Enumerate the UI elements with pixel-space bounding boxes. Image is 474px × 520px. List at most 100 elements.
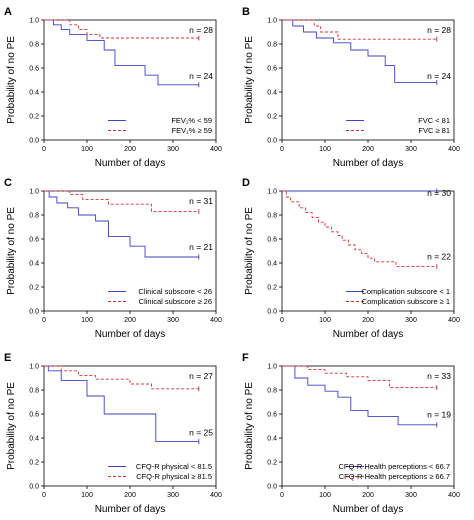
y-tick-label: 0.8 [267,42,277,49]
legend-entry: CFQ-R Health perceptions < 66.7 [338,462,450,471]
y-tick-label: 1.0 [29,189,39,196]
y-tick-label: 1.0 [29,18,39,25]
panel-letter: A [4,6,12,18]
y-tick-label: 0.6 [267,412,277,419]
x-tick-label: 400 [448,492,460,499]
chart-panel-e: E 0.0 0.2 0.4 0.6 0.8 1.0 0 100 200 300 400 Number o… [4,352,222,515]
y-tick-label: 0.0 [29,138,39,145]
legend-entry: Clinical subscore ≥ 26 [139,297,212,306]
n-label: n = 19 [427,410,451,420]
survival-curve-group-high [282,365,437,389]
panel-letter: E [4,352,11,364]
x-tick-label: 400 [210,492,222,499]
y-axis-label: Probability of no PE [244,36,255,124]
y-tick-label: 0.2 [267,285,277,292]
x-axis-label: Number of days [333,329,404,340]
y-tick-label: 0.6 [267,66,277,73]
n-label: n = 33 [427,371,451,381]
legend-entry: Complication subscore < 1 [361,287,450,296]
x-tick-label: 400 [448,146,460,153]
legend-entry: CFQ-R physical < 81.5 [136,462,212,471]
x-tick-label: 100 [81,492,93,499]
chart-panel-d: D 0.0 0.2 0.4 0.6 0.8 1.0 0 100 200 300 400 Number o… [242,177,460,340]
y-tick-label: 1.0 [267,189,277,196]
y-axis-label: Probability of no PE [6,36,17,124]
chart-panel-f: F 0.0 0.2 0.4 0.6 0.8 1.0 0 100 200 300 400 Number o… [242,352,460,515]
x-tick-label: 300 [167,492,179,499]
y-tick-label: 0.8 [29,42,39,49]
n-label: n = 21 [189,242,213,252]
n-label: n = 24 [427,71,451,81]
n-label: n = 30 [427,188,451,198]
legend-entry: Clinical subscore < 26 [138,287,212,296]
y-tick-label: 0.8 [267,213,277,220]
x-tick-label: 100 [319,146,331,153]
x-tick-label: 0 [42,146,46,153]
y-tick-label: 0.2 [29,114,39,121]
n-label: n = 25 [189,428,213,438]
legend-entry: Complication subscore ≥ 1 [362,297,450,306]
n-label: n = 24 [189,71,213,81]
legend-entry: CFQ-R physical ≥ 81.5 [136,472,212,481]
survival-curve-group-low [44,19,199,86]
panel-letter: F [242,352,249,364]
survival-curve-group-high [282,19,437,40]
x-tick-label: 400 [448,317,460,324]
y-tick-label: 0.4 [267,436,277,443]
x-axis-label: Number of days [95,504,166,515]
y-tick-label: 0.6 [29,412,39,419]
x-tick-label: 300 [167,146,179,153]
x-tick-label: 200 [124,317,136,324]
survival-curve-group-low [44,190,199,258]
x-tick-label: 100 [81,317,93,324]
y-tick-label: 0.4 [29,436,39,443]
x-tick-label: 0 [280,492,284,499]
y-tick-label: 1.0 [267,364,277,371]
chart-panel-b: B 0.0 0.2 0.4 0.6 0.8 1.0 0 100 200 300 400 Number o… [242,6,460,169]
x-tick-label: 200 [362,317,374,324]
x-tick-label: 0 [42,317,46,324]
x-axis-label: Number of days [95,158,166,169]
y-tick-label: 0.8 [267,388,277,395]
x-tick-label: 100 [81,146,93,153]
y-tick-label: 0.2 [267,114,277,121]
survival-curve-group-high [44,365,199,390]
y-tick-label: 0.0 [29,309,39,316]
x-tick-label: 100 [319,317,331,324]
x-tick-label: 0 [280,317,284,324]
y-tick-label: 1.0 [29,364,39,371]
chart-panel-c: C 0.0 0.2 0.4 0.6 0.8 1.0 0 100 200 300 400 Number o… [4,177,222,340]
y-axis-label: Probability of no PE [244,382,255,470]
legend-entry: FEV₁% ≥ 59 [172,126,212,135]
x-tick-label: 200 [124,146,136,153]
n-label: n = 28 [427,25,451,35]
y-tick-label: 0.2 [29,460,39,467]
chart-panel-a: A 0.0 0.2 0.4 0.6 0.8 1.0 0 100 200 300 400 Number o… [4,6,222,169]
x-tick-label: 400 [210,317,222,324]
legend-entry: CFQ-R Health perceptions ≥ 66.7 [339,472,450,481]
legend-entry: FEV₁% < 59 [171,116,212,125]
n-label: n = 28 [189,25,213,35]
y-tick-label: 0.0 [267,138,277,145]
survival-curve-group-high [44,19,199,39]
x-tick-label: 400 [210,146,222,153]
survival-curve-group-high [44,190,199,212]
panel-letter: D [242,177,250,189]
x-axis-label: Number of days [333,158,404,169]
y-axis-label: Probability of no PE [6,207,17,295]
n-label: n = 31 [189,196,213,206]
x-tick-label: 300 [167,317,179,324]
y-tick-label: 0.6 [267,237,277,244]
x-tick-label: 0 [280,146,284,153]
legend-entry: FVC < 81 [418,116,450,125]
n-label: n = 22 [427,251,451,261]
x-tick-label: 300 [405,317,417,324]
panel-letter: B [242,6,250,18]
y-tick-label: 0.6 [29,66,39,73]
y-tick-label: 0.0 [267,309,277,316]
x-axis-label: Number of days [95,329,166,340]
y-tick-label: 0.0 [29,484,39,491]
x-tick-label: 300 [405,146,417,153]
y-tick-label: 0.4 [29,261,39,268]
